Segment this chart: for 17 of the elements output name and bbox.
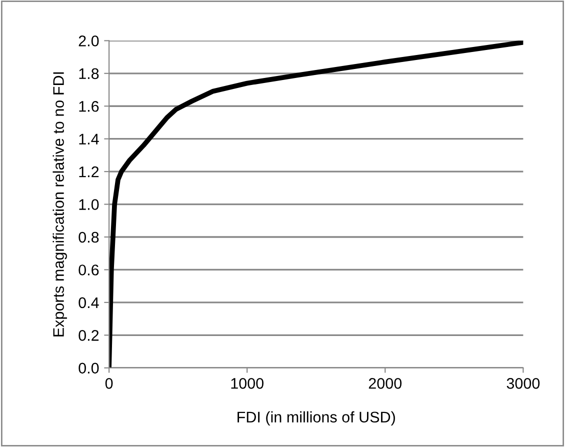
y-axis-title: Exports magnification relative to no FDI bbox=[52, 72, 67, 336]
y-tick-label: 0.6 bbox=[78, 264, 99, 276]
y-tick-label: 0.8 bbox=[78, 232, 99, 243]
x-tick-label: 3000 bbox=[506, 378, 540, 389]
y-tick-label: 0.0 bbox=[78, 362, 99, 374]
y-tick-label: 2.0 bbox=[78, 36, 99, 46]
y-tick-label: 1.8 bbox=[79, 68, 99, 80]
y-tick-label: 0.4 bbox=[78, 297, 99, 308]
x-tick-label: 2000 bbox=[368, 378, 402, 389]
y-tick-label: 0.2 bbox=[78, 330, 99, 341]
x-tick-label: 1000 bbox=[231, 378, 264, 389]
x-tick-label: 0 bbox=[105, 378, 113, 389]
y-tick-label: 1.4 bbox=[79, 134, 99, 144]
x-axis-title: FDI (in millions of USD) bbox=[238, 411, 395, 426]
y-tick-label: 1.2 bbox=[79, 166, 99, 178]
y-tick-label: 1.0 bbox=[79, 199, 99, 210]
y-tick-label: 1.6 bbox=[79, 100, 99, 112]
